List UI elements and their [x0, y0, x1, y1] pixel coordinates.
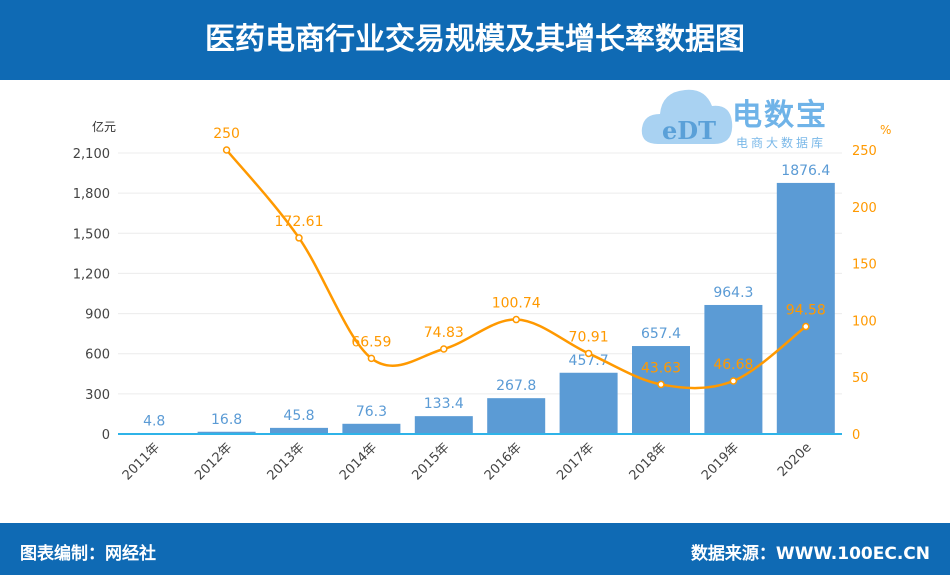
footer-source: 数据来源：WWW.100EC.CN	[690, 544, 930, 564]
chart-area: 0 300 600 900 1,200 1,500 1,800 2,100 亿元 0 50 100 15…	[73, 119, 892, 483]
logo-subtitle: 电商大数据库	[736, 136, 827, 150]
logo: eDT 电数宝 电商大数据库	[640, 84, 826, 160]
bar	[632, 346, 690, 434]
y-left-tick-label: 300	[85, 388, 110, 403]
line-value-label: 250	[213, 126, 240, 142]
y-left-axis-label: 亿元	[92, 119, 116, 134]
line-point	[512, 315, 520, 324]
x-tick-label: 2013年	[265, 440, 308, 483]
line-point	[657, 380, 665, 389]
y-left-tick-label: 900	[85, 308, 110, 323]
line-value-label: 94.58	[786, 303, 826, 319]
y-right-tick-label: 150	[852, 258, 877, 273]
x-tick-label: 2015年	[409, 440, 452, 483]
line-point	[584, 349, 593, 358]
bar-value-label: 657.4	[641, 326, 681, 342]
line-value-label: 43.63	[641, 360, 681, 376]
bar	[197, 431, 256, 434]
line-value-label: 66.59	[351, 334, 391, 350]
logo-text: 电数宝	[732, 98, 828, 133]
line-point	[802, 322, 810, 331]
y-right-tick-label: 250	[852, 144, 877, 159]
line-point	[729, 377, 738, 385]
y-right-tick-label: 200	[852, 201, 877, 216]
y-left-tick-label: 1,500	[73, 227, 110, 242]
x-tick-label: 2017年	[554, 440, 597, 483]
bar	[342, 423, 401, 434]
x-tick-label: 2016年	[482, 440, 525, 483]
bar-value-label: 133.4	[424, 396, 464, 412]
svg-text:eDT: eDT	[662, 116, 716, 145]
y-left-tick-label: 600	[85, 348, 110, 363]
y-left-tick-label: 1,200	[73, 267, 110, 282]
footer: 图表编制：网经社 数据来源：WWW.100EC.CN	[0, 523, 950, 575]
x-tick-label: 2020e	[775, 440, 815, 480]
bar	[776, 182, 835, 434]
y-right-tick-label: 0	[852, 428, 860, 443]
line-value-label: 70.91	[569, 329, 609, 345]
chart-title: 医药电商行业交易规模及其增长率数据图	[0, 0, 950, 80]
line-value-label: 74.83	[424, 325, 464, 341]
bar-value-label: 457.7	[569, 353, 609, 369]
bar-value-label: 1876.4	[781, 163, 830, 179]
y-left-tick-label: 0	[102, 428, 110, 443]
bar-value-label: 45.8	[283, 408, 314, 424]
y-right-axis-label: %	[880, 123, 891, 137]
x-tick-label: 2012年	[192, 440, 235, 483]
bar-value-label: 267.8	[496, 378, 536, 394]
footer-credit: 图表编制：网经社	[20, 544, 156, 564]
bar	[414, 416, 473, 434]
bar	[487, 398, 546, 434]
line-value-label: 172.61	[275, 214, 324, 230]
line-point	[295, 234, 303, 242]
growth-rate-line	[225, 149, 807, 390]
x-tick-label: 2011年	[120, 440, 163, 483]
y-left-tick-label: 2,100	[73, 147, 110, 162]
line-point	[222, 146, 231, 154]
line-point	[367, 354, 376, 363]
y-left-tick-label: 1,800	[73, 187, 110, 202]
line-point	[440, 345, 448, 353]
bar-value-label: 4.8	[143, 413, 165, 429]
x-tick-label: 2014年	[337, 440, 380, 483]
line-value-label: 46.68	[713, 357, 753, 373]
bar	[559, 372, 618, 434]
bar-value-label: 76.3	[356, 404, 387, 420]
line-value-label: 100.74	[492, 296, 541, 312]
bar-value-label: 964.3	[713, 285, 753, 301]
x-tick-label: 2018年	[627, 440, 670, 483]
bar	[270, 427, 328, 434]
x-tick-label: 2019年	[699, 440, 742, 483]
cloud-logo-icon: eDT	[641, 89, 733, 145]
bar-value-label: 16.8	[211, 412, 242, 428]
y-right-tick-label: 100	[852, 314, 877, 329]
y-right-tick-label: 50	[852, 371, 869, 386]
